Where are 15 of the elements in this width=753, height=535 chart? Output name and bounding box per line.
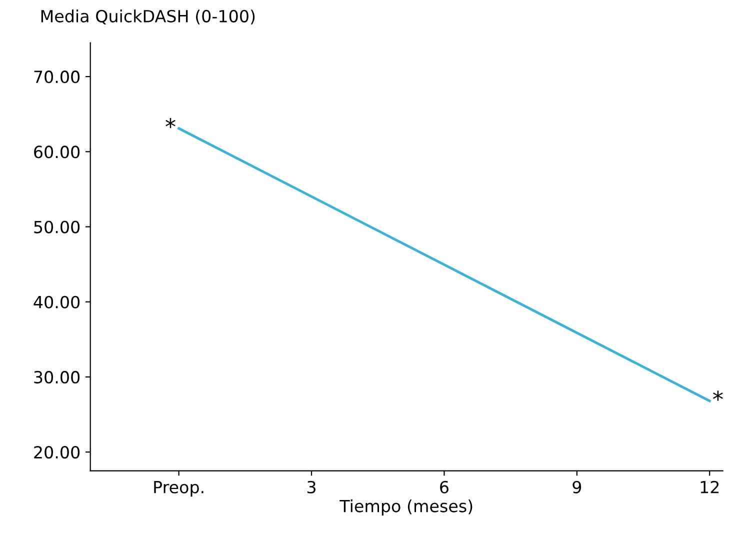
y-tick-label: 30.00 [34,370,80,384]
x-tick-label: 12 [700,480,719,494]
x-tick-label: Preop. [154,481,204,497]
y-axis-title: Media QuickDASH (0-100) [41,10,255,24]
y-tick-label: 40.00 [34,296,80,308]
y-tick-label: 60.00 [34,146,80,158]
annotation: * [713,390,723,401]
x-tick-label: 9 [572,480,582,494]
x-tick-label: 3 [307,480,316,494]
y-tick-label: 20.00 [34,446,80,459]
y-tick-label: 70.00 [34,70,80,84]
x-axis-title: Tiempo (meses) [340,499,472,516]
annotation: * [166,118,176,128]
x-tick-label: 6 [440,480,448,494]
y-tick-label: 50.00 [34,220,80,234]
